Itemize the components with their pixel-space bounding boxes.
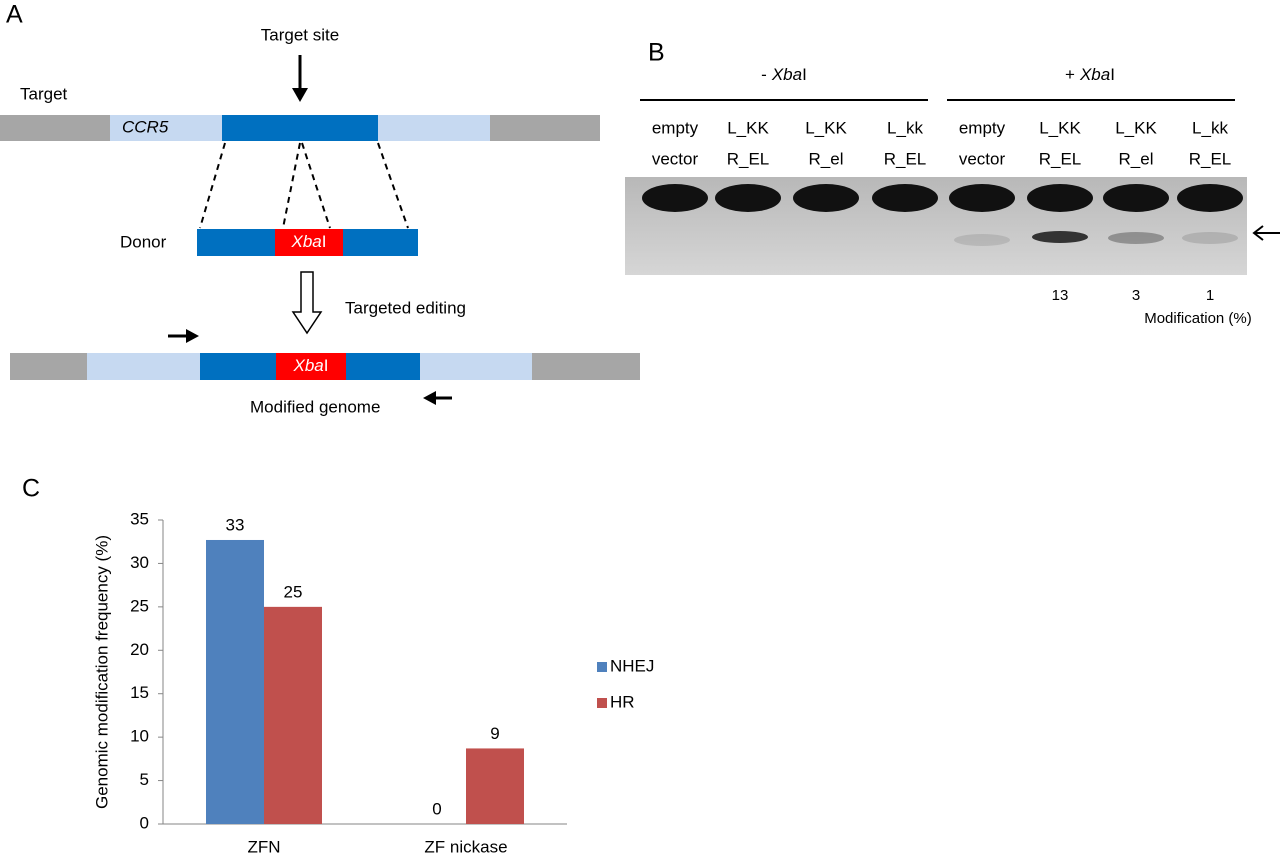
gel-band bbox=[872, 184, 938, 212]
y-tick-label: 20 bbox=[130, 640, 149, 659]
site bbox=[275, 229, 343, 256]
lane-label: L_KK bbox=[1039, 118, 1081, 137]
text: Xba bbox=[293, 356, 324, 375]
gel-band bbox=[1032, 231, 1088, 243]
text: - bbox=[761, 65, 767, 84]
dashed-lines bbox=[199, 142, 409, 229]
panel-letter: C bbox=[22, 475, 40, 503]
gel-band bbox=[642, 184, 708, 212]
modification-value: 13 bbox=[1052, 287, 1069, 304]
gel-band bbox=[1182, 232, 1238, 244]
y-tick-label: 0 bbox=[140, 813, 149, 832]
label: Target site bbox=[261, 25, 339, 44]
gel-band bbox=[1177, 184, 1243, 212]
panel-a: A Target site Target CCR5 Donor XbaI Tar… bbox=[0, 1, 640, 416]
label: Modified genome bbox=[250, 397, 380, 416]
label: Target bbox=[20, 84, 68, 103]
modification-value: 3 bbox=[1132, 287, 1140, 304]
y-tick-label: 15 bbox=[130, 683, 149, 702]
y-axis-label: Genomic modification frequency (%) bbox=[92, 535, 111, 809]
data-label: 0 bbox=[432, 799, 441, 818]
arrow-head bbox=[423, 391, 436, 405]
arrow-head bbox=[186, 329, 199, 343]
label: Targeted editing bbox=[345, 298, 466, 317]
legend-label: HR bbox=[610, 692, 635, 711]
panel-letter: A bbox=[6, 1, 23, 29]
gel-band bbox=[954, 234, 1010, 246]
lane-label: R_EL bbox=[1039, 149, 1082, 168]
gel-band bbox=[715, 184, 781, 212]
gel-band bbox=[793, 184, 859, 212]
lane-label: vector bbox=[959, 149, 1006, 168]
lane-label: R_el bbox=[809, 149, 844, 168]
bar bbox=[206, 539, 264, 824]
text: + bbox=[1065, 65, 1075, 84]
y-tick-label: 5 bbox=[140, 770, 149, 789]
data-label: 9 bbox=[490, 724, 499, 743]
site-label: XbaI bbox=[291, 232, 327, 251]
gel-band bbox=[1103, 184, 1169, 212]
gel-band bbox=[949, 184, 1015, 212]
text: I bbox=[1110, 65, 1115, 84]
gel-band bbox=[1108, 232, 1164, 244]
modification-value: 1 bbox=[1206, 287, 1214, 304]
bar bbox=[264, 606, 322, 824]
lane-label: L_KK bbox=[727, 118, 769, 137]
lane-label: R_EL bbox=[884, 149, 927, 168]
lane-label: L_kk bbox=[887, 118, 923, 137]
axis-label: Modification (%) bbox=[1144, 310, 1252, 327]
gel-band bbox=[1027, 184, 1093, 212]
lane-label: vector bbox=[652, 149, 699, 168]
panel-letter: B bbox=[648, 39, 665, 67]
panel-c: C Genomic modification frequency (%) 0 5 1… bbox=[22, 475, 654, 854]
lane-label: empty bbox=[652, 118, 699, 137]
y-tick-label: 10 bbox=[130, 727, 149, 746]
condition-label: - XbaI bbox=[761, 65, 807, 84]
text: I bbox=[802, 65, 807, 84]
site bbox=[276, 353, 346, 380]
gene-label: CCR5 bbox=[122, 117, 169, 136]
data-label: 25 bbox=[284, 582, 303, 601]
label: Donor bbox=[120, 232, 167, 251]
text: I bbox=[322, 232, 327, 251]
lane-label: R_EL bbox=[1189, 149, 1232, 168]
legend-swatch bbox=[597, 662, 607, 672]
lane-label: R_el bbox=[1119, 149, 1154, 168]
legend-label: NHEJ bbox=[610, 656, 654, 675]
y-tick-label: 25 bbox=[130, 596, 149, 615]
site-label: XbaI bbox=[293, 356, 329, 375]
y-tick-label: 30 bbox=[130, 553, 149, 572]
x-tick-label: ZF nickase bbox=[424, 837, 507, 854]
target-region bbox=[222, 115, 378, 141]
hollow-arrow bbox=[291, 271, 323, 335]
text: Xba bbox=[1079, 65, 1110, 84]
legend-swatch bbox=[597, 698, 607, 708]
arrow-head bbox=[1252, 225, 1264, 241]
text: Xba bbox=[291, 232, 322, 251]
x-tick-label: ZFN bbox=[247, 837, 280, 854]
lane-label: L_KK bbox=[805, 118, 847, 137]
data-label: 33 bbox=[226, 515, 245, 534]
text: Xba bbox=[771, 65, 802, 84]
y-tick-label: 35 bbox=[130, 509, 149, 528]
bar bbox=[466, 748, 524, 824]
lane-label: empty bbox=[959, 118, 1006, 137]
arrow-head bbox=[292, 88, 308, 102]
lane-label: L_kk bbox=[1192, 118, 1228, 137]
condition-label: + XbaI bbox=[1065, 65, 1115, 84]
text: I bbox=[324, 356, 329, 375]
lane-label: L_KK bbox=[1115, 118, 1157, 137]
lane-label: R_EL bbox=[727, 149, 770, 168]
panel-b: B - XbaI + XbaI Modification (%) emptyvect… bbox=[625, 39, 1280, 327]
